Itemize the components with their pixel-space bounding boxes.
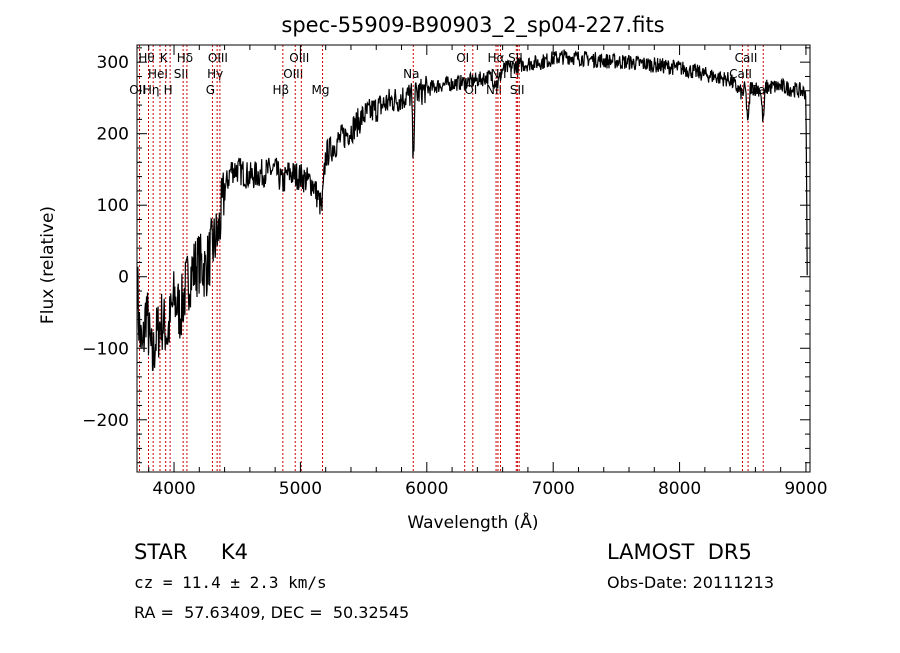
object-class: STAR K4 bbox=[134, 540, 248, 564]
x-tick-label: 8000 bbox=[658, 479, 701, 499]
redshift-text: cz = 11.4 ± 2.3 km/s bbox=[134, 573, 327, 592]
spectral-line-label: OIII bbox=[289, 51, 309, 65]
obs-date: Obs-Date: 20111213 bbox=[607, 573, 775, 592]
x-tick-label: 4000 bbox=[152, 479, 195, 499]
spectral-line-label: OIII bbox=[283, 67, 303, 81]
spectral-line-label: SII bbox=[174, 67, 189, 81]
spectral-line-label: CaII bbox=[735, 51, 758, 65]
coordinates-text: RA = 57.63409, DEC = 50.32545 bbox=[134, 603, 410, 622]
spectral-line-label: OIII bbox=[208, 51, 228, 65]
spectral-line-label: OI bbox=[456, 51, 469, 65]
y-tick-label: −100 bbox=[82, 339, 129, 359]
spectral-line-label: CaII bbox=[729, 67, 752, 81]
survey-label: LAMOST DR5 bbox=[607, 540, 752, 564]
y-tick-label: 300 bbox=[97, 53, 129, 73]
spectral-line-label: G bbox=[206, 83, 215, 97]
x-tick-label: 9000 bbox=[784, 479, 827, 499]
spectral-line-label: Hθ bbox=[138, 51, 154, 65]
x-axis-label: Wavelength (Å) bbox=[407, 511, 538, 533]
spectral-line-label: K bbox=[160, 51, 169, 65]
spectral-line-label: Hδ bbox=[177, 51, 193, 65]
spectral-line-label: Li bbox=[509, 67, 519, 81]
spectral-line-label: Mg bbox=[312, 83, 330, 97]
x-tick-label: 5000 bbox=[279, 479, 322, 499]
spectral-line-label: OI bbox=[464, 83, 477, 97]
x-tick-label: 6000 bbox=[405, 479, 448, 499]
spectral-line-label: Hα bbox=[487, 51, 504, 65]
spectral-line-label: H bbox=[164, 83, 173, 97]
y-tick-label: 100 bbox=[97, 196, 129, 216]
spectral-line-label: OII bbox=[129, 83, 146, 97]
spectral-line-label: Hγ bbox=[207, 67, 223, 81]
chart-title: spec-55909-B90903_2_sp04-227.fits bbox=[281, 13, 664, 38]
spectral-line-label: Hη bbox=[143, 83, 160, 97]
spectral-line-label: SII bbox=[510, 83, 525, 97]
y-tick-label: 0 bbox=[118, 268, 129, 288]
spectral-line-label: HeI bbox=[148, 67, 168, 81]
y-tick-label: 200 bbox=[97, 125, 129, 145]
plot-frame bbox=[136, 44, 811, 473]
x-tick-label: 7000 bbox=[532, 479, 575, 499]
spectral-line-label: Na bbox=[403, 67, 419, 81]
y-axis-label: Flux (relative) bbox=[38, 206, 58, 324]
spectral-line-label: Hβ bbox=[273, 83, 290, 97]
spectrum-line bbox=[136, 49, 808, 371]
y-tick-label: −200 bbox=[82, 411, 129, 431]
